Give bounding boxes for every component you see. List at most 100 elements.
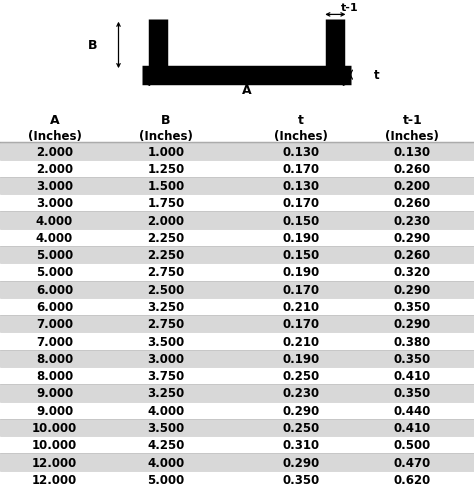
Text: 0.320: 0.320 xyxy=(394,266,431,279)
Bar xyxy=(0,264,474,281)
Bar xyxy=(0,350,474,367)
Text: 4.000: 4.000 xyxy=(147,456,184,468)
Text: 2.000: 2.000 xyxy=(36,145,73,158)
Text: 0.170: 0.170 xyxy=(283,163,319,176)
Text: 0.290: 0.290 xyxy=(394,283,431,296)
Text: 0.200: 0.200 xyxy=(394,180,431,193)
Text: 0.260: 0.260 xyxy=(394,163,431,176)
Text: t: t xyxy=(374,69,380,82)
Bar xyxy=(0,419,474,436)
Text: 3.000: 3.000 xyxy=(147,352,184,365)
Text: 0.620: 0.620 xyxy=(394,473,431,486)
Text: 4.000: 4.000 xyxy=(147,404,184,417)
Text: 6.000: 6.000 xyxy=(36,301,73,313)
Text: 2.750: 2.750 xyxy=(147,266,184,279)
Text: 0.290: 0.290 xyxy=(394,231,431,244)
Text: 0.130: 0.130 xyxy=(283,180,319,193)
Text: 5.000: 5.000 xyxy=(36,249,73,262)
Text: 0.190: 0.190 xyxy=(283,352,319,365)
Bar xyxy=(0,212,474,229)
Bar xyxy=(0,246,474,264)
Text: 8.000: 8.000 xyxy=(36,369,73,383)
Text: 6.000: 6.000 xyxy=(36,283,73,296)
Text: 0.350: 0.350 xyxy=(394,352,431,365)
Text: 3.000: 3.000 xyxy=(36,180,73,193)
Text: 1.000: 1.000 xyxy=(147,145,184,158)
Text: 0.440: 0.440 xyxy=(394,404,431,417)
Text: 1.500: 1.500 xyxy=(147,180,184,193)
Text: 0.350: 0.350 xyxy=(394,301,431,313)
Text: 0.190: 0.190 xyxy=(283,266,319,279)
Text: (Inches): (Inches) xyxy=(274,129,328,142)
Text: 0.410: 0.410 xyxy=(394,369,431,383)
Text: 2.250: 2.250 xyxy=(147,249,184,262)
Text: 8.000: 8.000 xyxy=(36,352,73,365)
Text: 5.000: 5.000 xyxy=(36,266,73,279)
Bar xyxy=(0,298,474,316)
Text: 0.230: 0.230 xyxy=(394,214,431,227)
Text: 0.150: 0.150 xyxy=(283,249,319,262)
Text: 0.290: 0.290 xyxy=(394,318,431,331)
Bar xyxy=(0,436,474,453)
Text: 7.000: 7.000 xyxy=(36,318,73,331)
Text: 0.230: 0.230 xyxy=(283,386,319,400)
Text: B: B xyxy=(88,40,97,52)
Text: 3.250: 3.250 xyxy=(147,386,184,400)
Text: 2.500: 2.500 xyxy=(147,283,184,296)
Text: (Inches): (Inches) xyxy=(385,129,439,142)
Bar xyxy=(0,367,474,385)
Text: 3.750: 3.750 xyxy=(147,369,184,383)
Text: 0.190: 0.190 xyxy=(283,231,319,244)
Text: 0.170: 0.170 xyxy=(283,197,319,210)
Text: 0.130: 0.130 xyxy=(283,145,319,158)
Text: 0.290: 0.290 xyxy=(283,456,319,468)
Bar xyxy=(0,333,474,350)
Text: A: A xyxy=(50,113,59,126)
Text: t-1: t-1 xyxy=(341,3,358,13)
Text: B: B xyxy=(161,113,171,126)
Text: 4.000: 4.000 xyxy=(36,214,73,227)
Text: 0.410: 0.410 xyxy=(394,421,431,434)
Text: 4.250: 4.250 xyxy=(147,438,184,451)
Bar xyxy=(0,161,474,178)
Text: 0.290: 0.290 xyxy=(283,404,319,417)
Bar xyxy=(0,178,474,195)
Text: 0.500: 0.500 xyxy=(394,438,431,451)
Text: 0.150: 0.150 xyxy=(283,214,319,227)
Text: 0.310: 0.310 xyxy=(283,438,319,451)
Text: 10.000: 10.000 xyxy=(32,438,77,451)
Bar xyxy=(0,281,474,298)
Text: 3.500: 3.500 xyxy=(147,335,184,348)
Text: 0.250: 0.250 xyxy=(283,421,319,434)
Text: 2.000: 2.000 xyxy=(36,163,73,176)
Text: 0.350: 0.350 xyxy=(394,386,431,400)
Text: 0.210: 0.210 xyxy=(283,301,319,313)
Text: 3.250: 3.250 xyxy=(147,301,184,313)
Bar xyxy=(0,453,474,471)
Text: 1.250: 1.250 xyxy=(147,163,184,176)
Text: 9.000: 9.000 xyxy=(36,404,73,417)
Text: 0.170: 0.170 xyxy=(283,318,319,331)
Text: 1.750: 1.750 xyxy=(147,197,184,210)
Text: 3.500: 3.500 xyxy=(147,421,184,434)
Bar xyxy=(0,143,474,161)
Text: (Inches): (Inches) xyxy=(139,129,193,142)
Bar xyxy=(0,385,474,402)
Text: 0.380: 0.380 xyxy=(394,335,431,348)
Bar xyxy=(0,195,474,212)
Text: 4.000: 4.000 xyxy=(36,231,73,244)
Text: 0.260: 0.260 xyxy=(394,249,431,262)
Text: 3.000: 3.000 xyxy=(36,197,73,210)
Text: 12.000: 12.000 xyxy=(32,456,77,468)
Text: 0.210: 0.210 xyxy=(283,335,319,348)
Text: 2.750: 2.750 xyxy=(147,318,184,331)
Text: 7.000: 7.000 xyxy=(36,335,73,348)
Text: 0.170: 0.170 xyxy=(283,283,319,296)
Text: 12.000: 12.000 xyxy=(32,473,77,486)
Text: 0.260: 0.260 xyxy=(394,197,431,210)
Bar xyxy=(0,402,474,419)
Text: 2.250: 2.250 xyxy=(147,231,184,244)
Text: 9.000: 9.000 xyxy=(36,386,73,400)
Text: 2.000: 2.000 xyxy=(147,214,184,227)
Text: A: A xyxy=(242,84,251,97)
